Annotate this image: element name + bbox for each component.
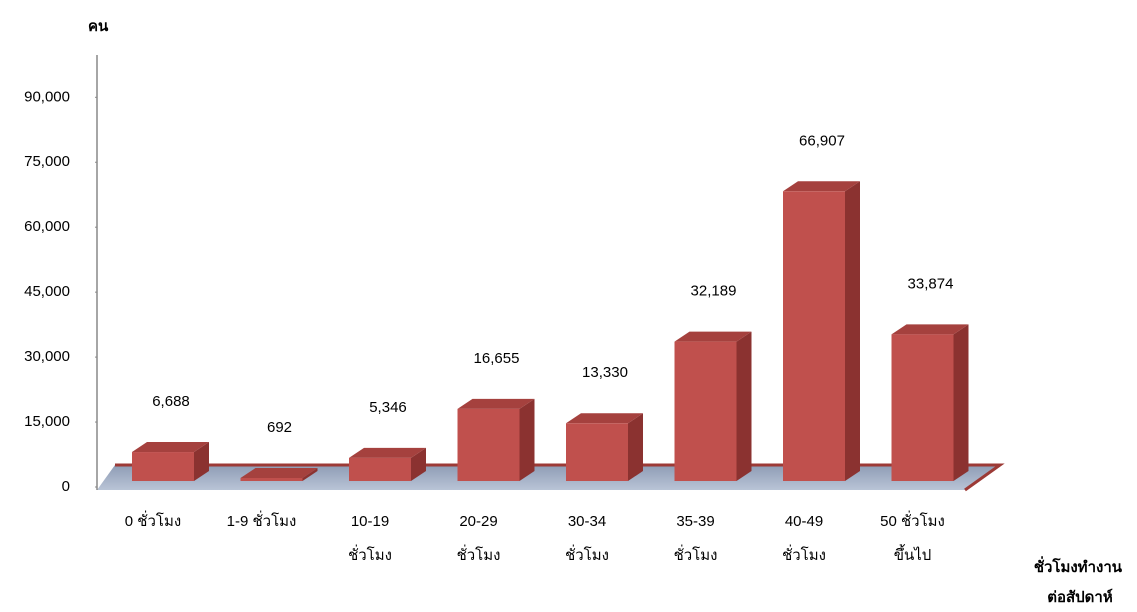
x-tick-label-line: ชั่วโมง	[674, 544, 718, 564]
x-tick-label-line: 35-39	[676, 513, 714, 530]
value-label: 66,907	[799, 132, 845, 149]
x-tick-label-line: 10-19	[351, 513, 389, 530]
x-tick-label-line: 30-34	[568, 513, 606, 530]
bar-front	[566, 423, 628, 481]
bar-top	[674, 331, 752, 342]
x-tick-label-line: ชั่วโมง	[457, 544, 501, 564]
x-tick-label: 20-29 ชั่วโมง	[457, 513, 501, 564]
x-tick-label-line: 40-49	[785, 513, 823, 530]
y-tick-label: 30,000	[24, 348, 70, 365]
value-label: 16,655	[474, 350, 520, 367]
x-tick-label: 35-39 ชั่วโมง	[674, 513, 718, 564]
x-tick-label-line: 50 ชั่วโมง	[880, 510, 945, 530]
bar	[240, 468, 318, 481]
x-tick-label-line: ชั่วโมง	[565, 544, 609, 564]
x-tick-label: 40-49 ชั่วโมง	[782, 513, 826, 564]
x-tick-label-line: 1-9 ชั่วโมง	[227, 510, 297, 530]
floor	[97, 465, 1000, 490]
bar-side	[845, 181, 860, 481]
x-tick-label: 1-9 ชั่วโมง	[227, 510, 297, 530]
bar-top	[349, 447, 426, 458]
value-label: 692	[267, 419, 292, 436]
bar-front	[674, 341, 737, 481]
bar-front	[783, 191, 845, 481]
bar	[674, 331, 752, 481]
bar-side	[628, 413, 643, 481]
bar-top	[783, 181, 860, 192]
value-label: 33,874	[908, 275, 954, 292]
y-tick-label: 90,000	[24, 88, 70, 105]
x-tick-label-line: ขึ้นไป	[894, 544, 932, 564]
bar-side	[194, 442, 209, 481]
value-label: 6,688	[152, 393, 190, 410]
x-tick-label-line: ชั่วโมง	[782, 544, 826, 564]
x-tick-label-line: ชั่วโมง	[348, 544, 392, 564]
value-label: 5,346	[369, 399, 407, 416]
bar-side	[953, 324, 969, 481]
x-axis-label: ชั่วโมงทำงาน ต่อสัปดาห์	[1034, 556, 1126, 606]
bar-front	[457, 408, 520, 481]
bar-top	[240, 468, 318, 479]
bar-top	[457, 398, 535, 409]
bar-front	[132, 452, 194, 481]
bar-front	[349, 457, 411, 481]
bar-top	[566, 413, 643, 424]
bar	[566, 413, 643, 481]
bar	[349, 447, 426, 481]
x-tick-label-line: 20-29	[459, 513, 497, 530]
y-tick-label: 60,000	[24, 218, 70, 235]
bar-side	[736, 331, 752, 481]
y-tick-label: 15,000	[24, 413, 70, 430]
x-tick-label-line: 0 ชั่วโมง	[125, 510, 181, 530]
x-tick-label: 50 ชั่วโมงขึ้นไป	[880, 510, 945, 564]
bar	[132, 442, 209, 481]
value-label: 13,330	[582, 364, 628, 381]
bar-top	[132, 442, 209, 453]
x-tick-label: 30-34 ชั่วโมง	[565, 513, 609, 564]
bar-top	[891, 324, 969, 335]
y-tick-label: 0	[62, 478, 70, 495]
bar	[457, 398, 535, 481]
y-tick-label: 75,000	[24, 153, 70, 170]
x-tick-label: 0 ชั่วโมง	[125, 510, 181, 530]
bar-side	[411, 447, 426, 481]
x-tick-label: 10-19 ชั่วโมง	[348, 513, 392, 564]
bar	[783, 181, 860, 481]
bar	[891, 324, 969, 481]
bar-front	[891, 334, 954, 481]
y-axis-label: คน	[88, 18, 109, 35]
bar-side	[519, 398, 535, 481]
bar-front	[240, 478, 303, 481]
y-tick-label: 45,000	[24, 283, 70, 300]
bar-side	[302, 468, 318, 481]
value-label: 32,189	[691, 283, 737, 300]
